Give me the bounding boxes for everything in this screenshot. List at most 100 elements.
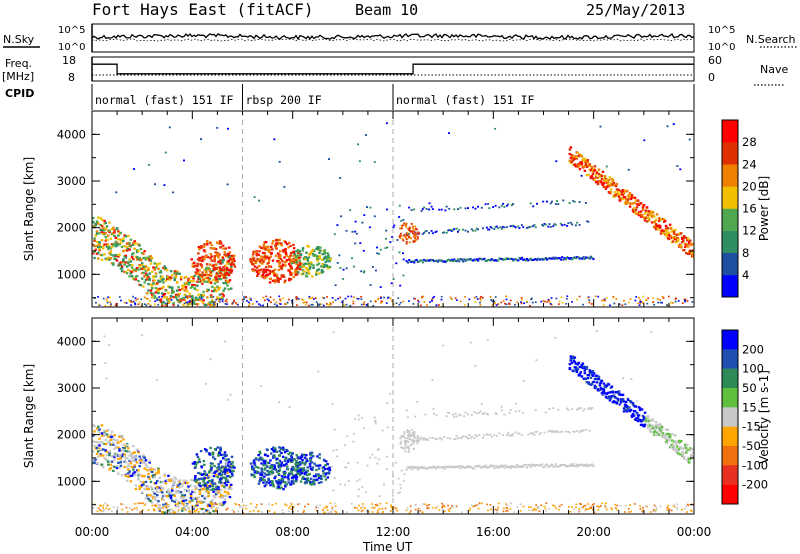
heatmap-cell: [258, 264, 261, 268]
heatmap-cell: [248, 304, 250, 307]
heatmap-cell: [308, 465, 312, 468]
heatmap-cell: [569, 146, 573, 149]
heatmap-cell: [329, 304, 332, 307]
heatmap-cell: [284, 241, 287, 244]
heatmap-cell: [577, 465, 580, 468]
heatmap-cell: [573, 508, 575, 511]
heatmap-cell: [600, 505, 602, 507]
heatmap-cell: [570, 361, 574, 365]
heatmap-cell: [678, 453, 682, 456]
heatmap-cell: [593, 168, 597, 172]
heatmap-cell: [543, 223, 546, 225]
heatmap-cell: [279, 481, 282, 485]
heatmap-cell: [153, 468, 156, 471]
heatmap-cell: [171, 288, 174, 291]
heatmap-cell: [107, 441, 110, 444]
heatmap-cell: [663, 233, 667, 236]
heatmap-cell: [110, 303, 112, 305]
heatmap-cell: [472, 229, 474, 232]
heatmap-cell: [193, 479, 197, 482]
heatmap-cell: [217, 463, 220, 466]
heatmap-cell: [543, 258, 546, 261]
heatmap-cell: [164, 289, 168, 292]
heatmap-cell: [675, 297, 677, 300]
heatmap-cell: [127, 475, 130, 479]
heatmap-cell: [412, 441, 415, 444]
heatmap-cell: [498, 432, 501, 435]
heatmap-cell: [368, 226, 371, 229]
heatmap-cell: [673, 504, 675, 507]
heatmap-cell: [406, 227, 409, 230]
heatmap-cell: [484, 464, 487, 467]
heatmap-cell: [667, 432, 671, 436]
heatmap-cell: [157, 279, 160, 282]
heatmap-cell: [592, 170, 596, 173]
heatmap-cell: [581, 257, 584, 260]
heatmap-cell: [360, 510, 363, 513]
heatmap-cell: [326, 463, 329, 466]
heatmap-cell: [580, 363, 584, 367]
heatmap-cell: [264, 270, 268, 273]
heatmap-cell: [145, 487, 149, 490]
heatmap-cell: [222, 482, 225, 486]
heatmap-cell: [148, 258, 151, 261]
heatmap-cell: [204, 484, 207, 487]
heatmap-cell: [487, 413, 490, 416]
heatmap-cell: [294, 254, 298, 257]
heatmap-cell: [290, 508, 293, 510]
heatmap-cell: [287, 474, 290, 477]
heatmap-cell: [287, 269, 290, 272]
heatmap-cell: [122, 258, 125, 261]
heatmap-cell: [622, 407, 626, 410]
heatmap-cell: [268, 281, 272, 284]
heatmap-cell: [659, 429, 663, 432]
heatmap-cell: [295, 478, 298, 482]
heatmap-cell: [472, 206, 474, 209]
heatmap-cell: [606, 181, 610, 184]
heatmap-cell: [122, 250, 125, 253]
heatmap-cell: [192, 301, 195, 304]
heatmap-cell: [108, 246, 111, 249]
heatmap-cell: [258, 450, 262, 453]
heatmap-cell: [538, 510, 541, 513]
heatmap-cell: [258, 510, 260, 513]
heatmap-cell: [613, 302, 616, 305]
heatmap-cell: [672, 123, 675, 125]
heatmap-cell: [310, 297, 312, 300]
heatmap-cell: [623, 406, 627, 409]
heatmap-cell: [162, 285, 165, 288]
heatmap-cell: [100, 432, 104, 435]
heatmap-cell: [166, 277, 169, 281]
heatmap-cell: [209, 358, 212, 361]
heatmap-cell: [289, 265, 293, 268]
heatmap-cell: [218, 253, 221, 256]
heatmap-cell: [306, 469, 309, 472]
heatmap-cell: [339, 483, 342, 486]
heatmap-cell: [622, 192, 626, 195]
heatmap-cell: [124, 474, 128, 477]
heatmap-cell: [118, 262, 121, 265]
heatmap-cell: [257, 459, 261, 462]
heatmap-cell: [408, 431, 411, 434]
heatmap-cell: [299, 503, 301, 505]
heatmap-cell: [167, 276, 170, 279]
heatmap-cell: [555, 507, 557, 510]
heatmap-cell: [399, 436, 402, 439]
heatmap-cell: [202, 290, 205, 294]
heatmap-cell: [292, 251, 295, 254]
heatmap-cell: [420, 210, 423, 212]
heatmap-cell: [690, 510, 693, 512]
heatmap-cell: [231, 464, 235, 467]
heatmap-cell: [262, 256, 265, 259]
heatmap-cell: [449, 229, 452, 231]
heatmap-cell: [125, 265, 129, 268]
heatmap-cell: [507, 466, 510, 469]
heatmap-cell: [229, 258, 232, 261]
heatmap-cell: [113, 465, 116, 469]
heatmap-cell: [250, 473, 253, 476]
heatmap-cell: [184, 508, 188, 512]
heatmap-cell: [644, 505, 647, 508]
heatmap-cell: [167, 488, 170, 491]
heatmap-cell: [262, 481, 265, 484]
heatmap-cell: [212, 302, 215, 305]
